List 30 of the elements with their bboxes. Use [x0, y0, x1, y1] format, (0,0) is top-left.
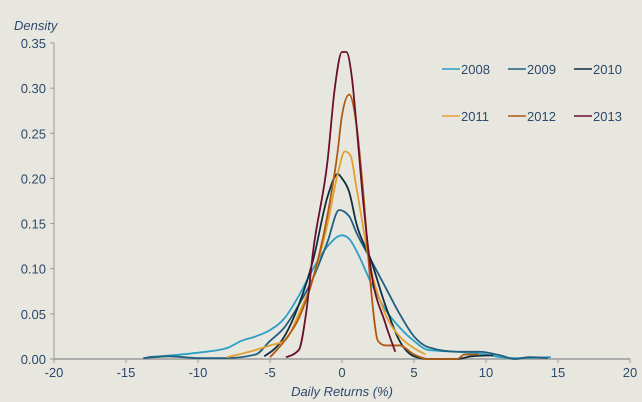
x-tick-label: -10 [188, 365, 208, 380]
x-tick-label: 5 [410, 365, 418, 380]
x-axis-title: Daily Returns (%) [291, 384, 393, 399]
y-tick-label: 0.15 [20, 216, 46, 232]
legend-label: 2009 [527, 62, 556, 77]
x-tick-label: -15 [116, 365, 136, 380]
line-series [146, 234, 552, 359]
line-series [226, 150, 426, 358]
y-tick-label: 0.20 [20, 171, 46, 186]
line-series [284, 51, 396, 358]
y-tick-label: 0.00 [20, 352, 46, 367]
y-tick-label: 0.35 [20, 36, 46, 51]
x-tick-label: -20 [44, 365, 64, 380]
legend-label: 2008 [461, 62, 490, 77]
y-tick-label: 0.10 [20, 262, 46, 277]
legend-label: 2011 [461, 109, 489, 124]
x-tick-label: 10 [478, 365, 494, 380]
legend-label: 2010 [593, 62, 622, 77]
y-axis-title: Density [14, 18, 59, 33]
y-tick-label: 0.30 [20, 81, 46, 96]
y-tick-label: 0.25 [20, 126, 46, 142]
x-tick-label: -5 [264, 365, 276, 380]
x-tick-label: 0 [338, 365, 346, 380]
y-tick-label: 0.05 [20, 306, 46, 322]
x-tick-label: 15 [550, 365, 566, 380]
x-tick-label: 20 [622, 365, 638, 380]
legend-label: 2013 [593, 109, 622, 124]
line-series [263, 173, 494, 360]
legend-label: 2012 [527, 109, 556, 124]
line-series [142, 209, 549, 360]
